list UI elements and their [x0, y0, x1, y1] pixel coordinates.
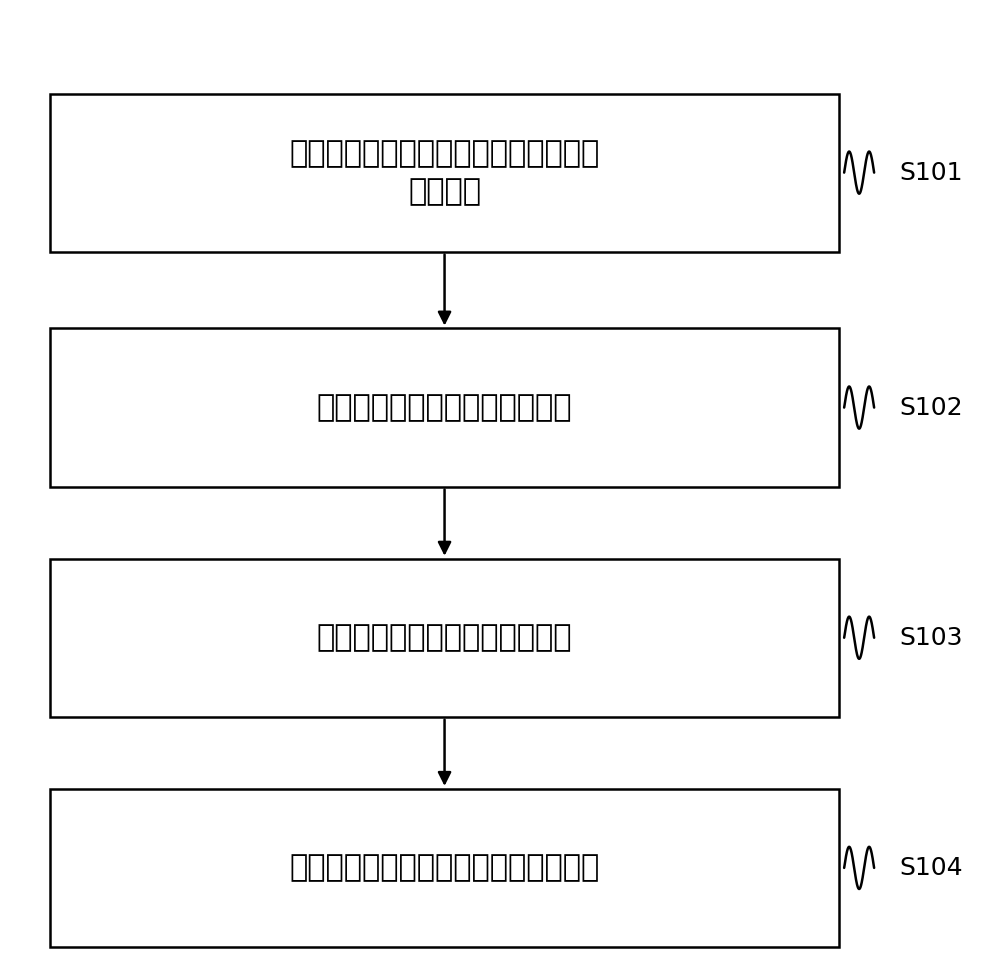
Bar: [50, 94, 839, 252]
Text: S104: S104: [899, 855, 963, 880]
Text: 将桥面板与锂纵梁整体进行架设: 将桥面板与锂纵梁整体进行架设: [317, 393, 572, 422]
Bar: [50, 558, 839, 717]
Text: S103: S103: [899, 625, 963, 650]
Bar: [50, 328, 839, 487]
Text: 在湿接缝底板上浇筑混凝土形成湿接缝: 在湿接缝底板上浇筑混凝土形成湿接缝: [290, 854, 599, 882]
Text: 预制桥面板，桥面板的相对两侧具有湿
接缝底板: 预制桥面板，桥面板的相对两侧具有湿 接缝底板: [290, 139, 599, 206]
Text: S101: S101: [899, 160, 963, 185]
Text: S102: S102: [899, 395, 963, 420]
Bar: [50, 788, 839, 947]
Text: 填充相邻两个桥面板之间的缝隙: 填充相邻两个桥面板之间的缝隙: [317, 623, 572, 652]
